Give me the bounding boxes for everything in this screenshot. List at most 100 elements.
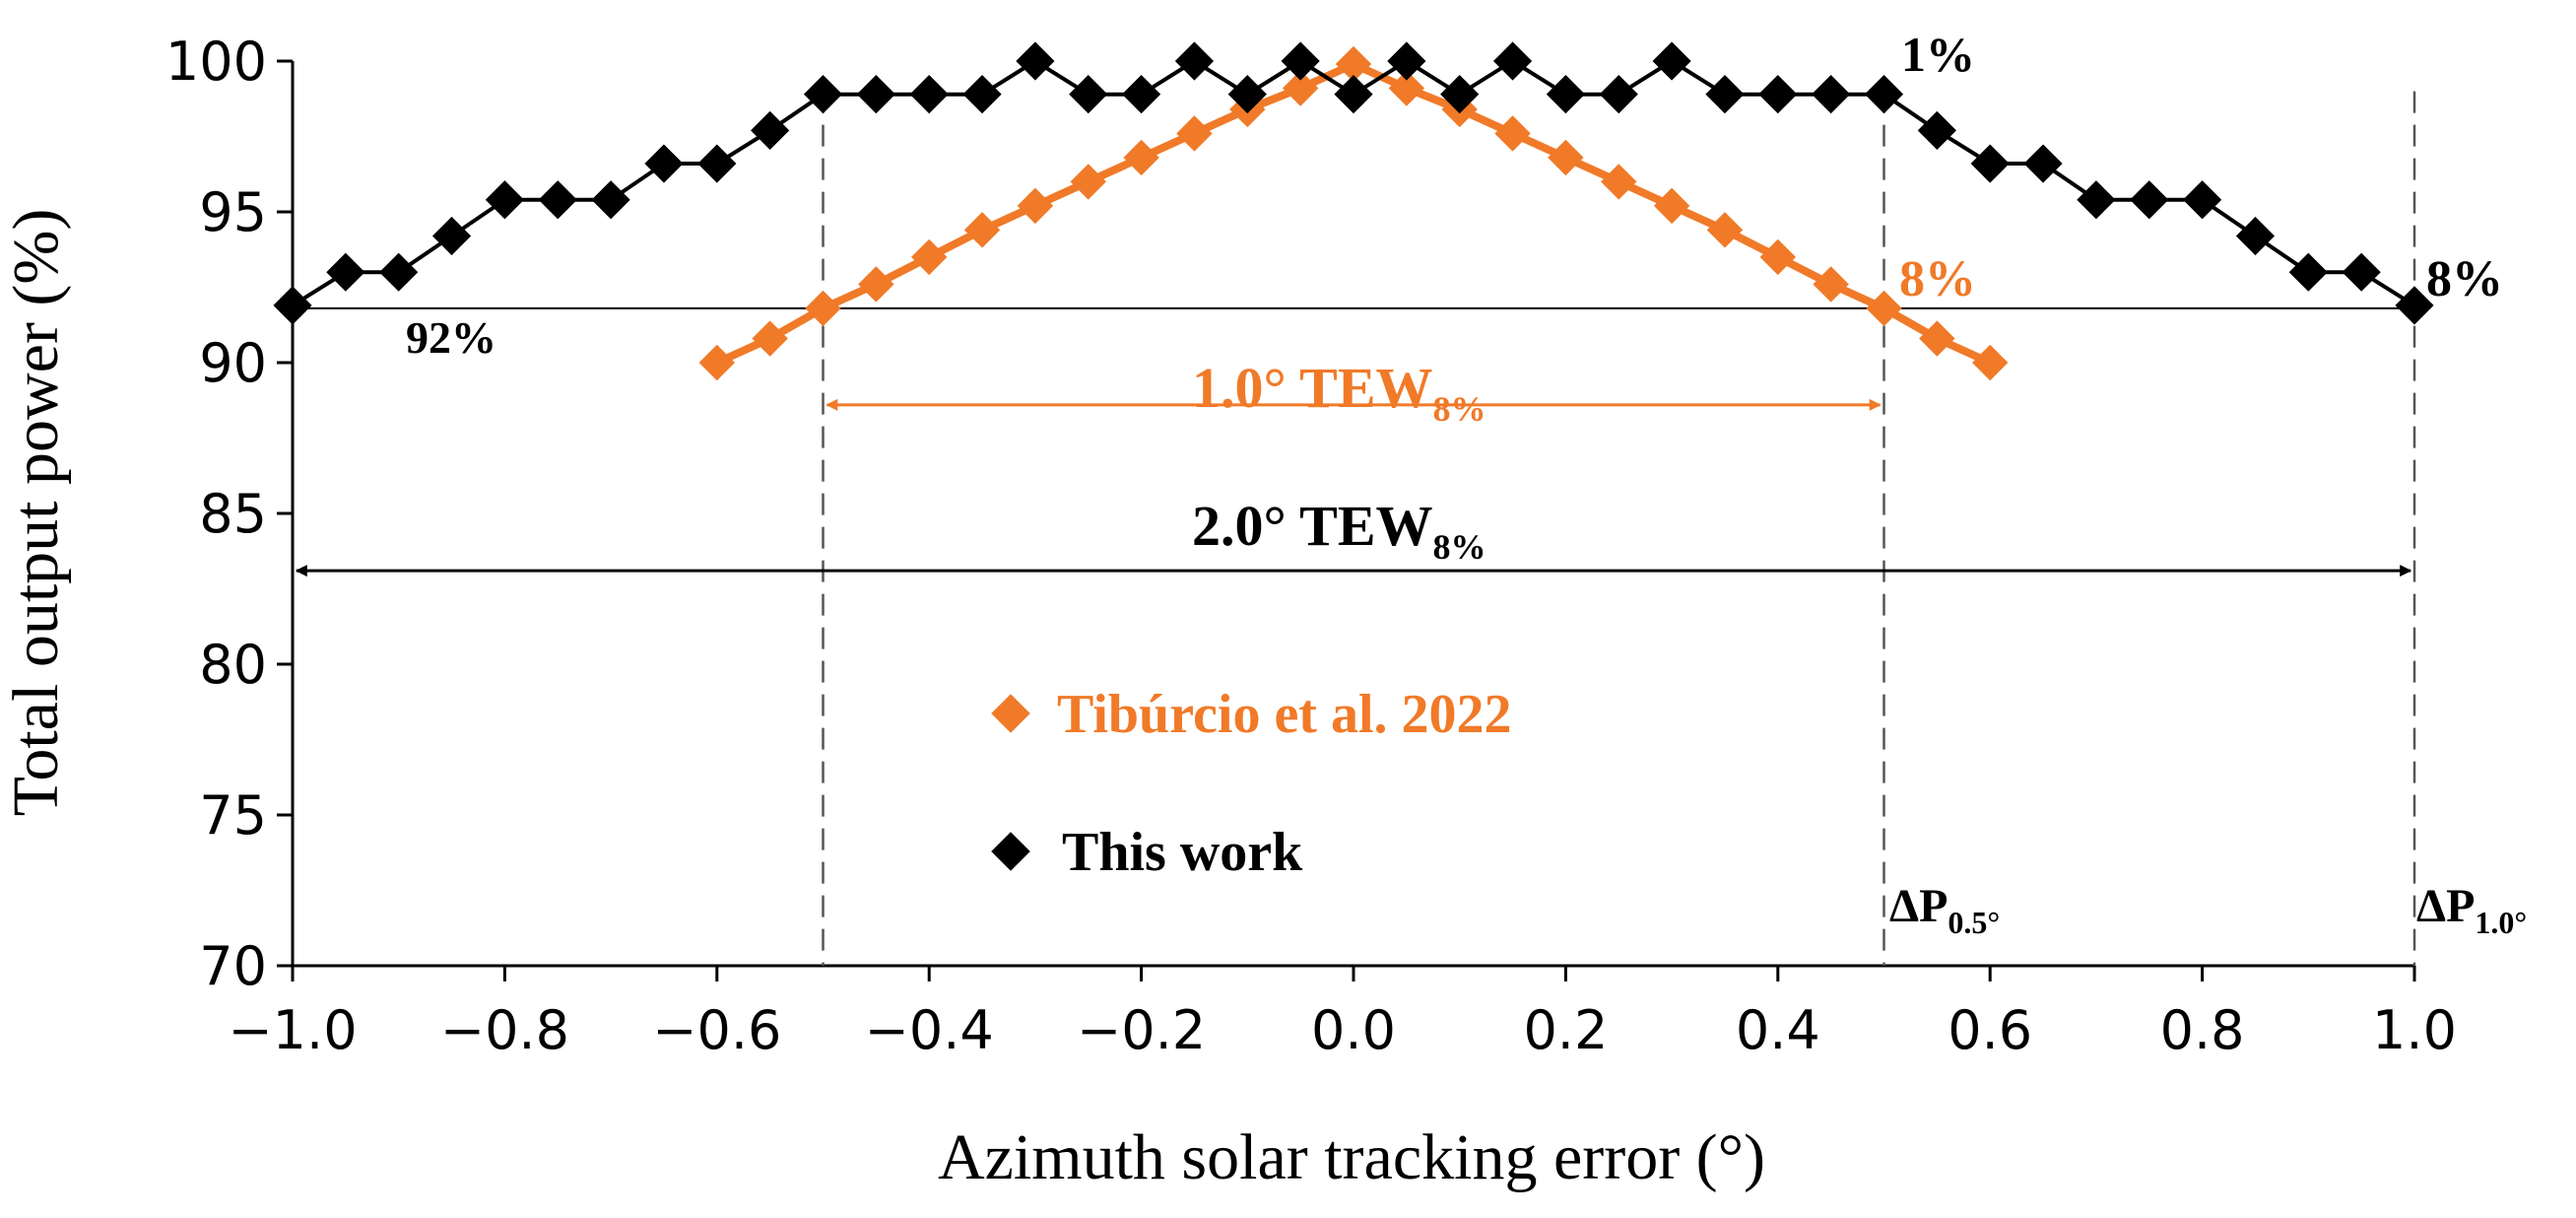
data-point-this-work [591, 180, 630, 220]
data-point-tiburcio [1653, 187, 1690, 225]
data-point-tiburcio [1070, 164, 1106, 200]
y-tick-label: 100 [165, 31, 267, 93]
tew-orange-sub: 8% [1433, 389, 1486, 429]
data-point-tiburcio [1282, 70, 1319, 106]
tew-black-main: 2.0° TEW [1192, 494, 1433, 558]
data-point-this-work [856, 75, 895, 114]
data-point-tiburcio [1123, 139, 1159, 176]
y-tick-label: 80 [199, 634, 267, 696]
data-point-this-work [1227, 75, 1267, 114]
data-point-this-work [909, 75, 949, 114]
data-point-tiburcio [1706, 212, 1744, 248]
reference-lines [293, 91, 2416, 966]
legend-marker-this-work [991, 832, 1030, 871]
data-point-this-work [1334, 75, 1373, 114]
data-point-this-work [2342, 252, 2381, 292]
data-point-this-work [2235, 216, 2276, 256]
legend: Tibúrcio et al. 2022 This work [991, 684, 1512, 883]
data-point-tiburcio [1866, 290, 1902, 327]
data-point-tiburcio [752, 320, 788, 357]
data-point-this-work [326, 252, 365, 292]
data-point-this-work [962, 75, 1002, 114]
data-point-this-work [1016, 41, 1055, 81]
data-point-tiburcio [1759, 238, 1796, 276]
tew-black-label: 2.0° TEW8% [1192, 494, 1486, 567]
legend-label-this-work: This work [1062, 822, 1303, 883]
tew-black-sub: 8% [1433, 527, 1486, 567]
data-point-this-work [697, 144, 737, 183]
data-point-this-work [1652, 41, 1691, 81]
y-axis-title: Total output power (%) [0, 209, 72, 817]
data-point-this-work [1387, 41, 1426, 81]
data-point-this-work [803, 75, 843, 114]
delta-p-05-main: ΔP [1889, 880, 1948, 932]
delta-p-10-label: ΔP1.0° [2416, 880, 2527, 940]
data-point-this-work [538, 180, 577, 220]
data-point-this-work [1970, 144, 2010, 183]
data-point-this-work [1069, 75, 1108, 114]
data-point-tiburcio [1972, 344, 2009, 381]
x-tick-label: 0.8 [2160, 999, 2245, 1061]
data-point-this-work [1281, 41, 1320, 81]
x-tick-label: 0.4 [1736, 999, 1820, 1061]
data-point-this-work [1864, 75, 1904, 114]
data-point-this-work [751, 110, 790, 150]
annotation-8-percent-black: 8% [2426, 251, 2503, 307]
data-point-tiburcio [911, 238, 948, 276]
data-point-tiburcio [858, 266, 894, 303]
delta-p-05-sub: 0.5° [1948, 905, 2000, 940]
data-point-this-work [1174, 41, 1215, 81]
data-point-this-work [1122, 75, 1161, 114]
x-tick-label: −0.4 [865, 999, 994, 1061]
x-tick-label: 0.6 [1948, 999, 2032, 1061]
data-point-tiburcio [1388, 70, 1425, 106]
data-point-tiburcio [1601, 164, 1637, 200]
y-tick-label: 70 [199, 935, 267, 997]
x-tick-label: −0.8 [440, 999, 569, 1061]
data-series [273, 41, 2434, 381]
data-point-tiburcio [1335, 45, 1372, 83]
delta-p-05-label: ΔP0.5° [1889, 880, 2000, 940]
data-point-this-work [431, 216, 472, 256]
x-tick-label: 1.0 [2372, 999, 2457, 1061]
data-point-this-work [1758, 75, 1798, 114]
data-point-this-work [1546, 75, 1585, 114]
annotation-92-percent: 92% [406, 312, 496, 363]
annotation-1-percent: 1% [1901, 27, 1975, 82]
data-point-this-work [2077, 180, 2116, 220]
x-axis-title: Azimuth solar tracking error (°) [938, 1121, 1765, 1193]
data-point-tiburcio [1548, 139, 1584, 176]
y-tick-label: 85 [199, 483, 267, 545]
data-point-this-work [379, 252, 419, 292]
tew-orange-main: 1.0° TEW [1192, 356, 1433, 420]
x-tick-label: 0.2 [1523, 999, 1608, 1061]
legend-label-tiburcio: Tibúrcio et al. 2022 [1057, 684, 1512, 745]
x-tick-label: 0.0 [1311, 999, 1396, 1061]
data-point-this-work [2288, 252, 2328, 292]
data-point-this-work [273, 286, 312, 325]
data-point-this-work [1599, 75, 1638, 114]
y-tick-label: 75 [199, 784, 267, 846]
data-point-this-work [485, 180, 524, 220]
data-point-this-work [1492, 41, 1533, 81]
data-point-this-work [1812, 75, 1851, 114]
data-point-this-work [1440, 75, 1480, 114]
data-point-this-work [2183, 180, 2222, 220]
y-tick-label: 95 [199, 181, 267, 243]
data-point-this-work [2023, 144, 2063, 183]
data-point-tiburcio [1919, 320, 1955, 357]
delta-p-10-main: ΔP [2416, 880, 2475, 932]
data-point-tiburcio [1494, 115, 1531, 152]
x-tick-label: −0.6 [652, 999, 781, 1061]
data-point-this-work [2130, 180, 2169, 220]
annotation-8-percent-orange: 8% [1899, 251, 1976, 307]
delta-p-10-sub: 1.0° [2475, 905, 2527, 940]
axes: 70 75 80 85 90 95 100 −1.0 −0.8 −0.6 −0.4 −0.2 0.0 0.… [165, 31, 2457, 1061]
x-tick-label: −0.2 [1077, 999, 1206, 1061]
data-point-tiburcio [963, 212, 1001, 248]
data-point-this-work [2395, 286, 2434, 325]
x-tick-label: −1.0 [228, 999, 357, 1061]
data-point-tiburcio [805, 290, 841, 327]
data-point-this-work [644, 144, 684, 183]
